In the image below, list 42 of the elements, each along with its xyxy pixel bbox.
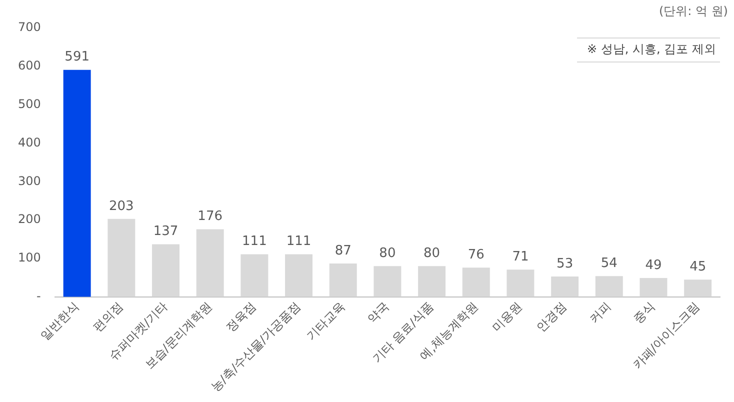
- data-label: 80: [424, 246, 440, 262]
- y-tick-label: 600: [18, 58, 41, 73]
- bar: [684, 280, 712, 297]
- y-tick-label: 100: [18, 250, 41, 265]
- bar: [329, 263, 357, 297]
- bar: [462, 268, 490, 297]
- data-label: 53: [556, 256, 574, 272]
- data-label: 71: [512, 249, 529, 264]
- data-label: 203: [109, 198, 134, 214]
- data-label: 111: [242, 234, 267, 250]
- bar: [418, 266, 446, 297]
- data-label: 80: [379, 246, 396, 262]
- data-label: 87: [334, 243, 352, 258]
- bar: [374, 266, 402, 297]
- y-tick-label: 700: [18, 20, 41, 34]
- y-tick-label: 400: [18, 135, 41, 150]
- data-label: 176: [198, 209, 223, 224]
- data-label: 54: [600, 256, 618, 272]
- annotation: ※ 성남, 시흥, 김포 제외: [587, 42, 716, 56]
- bar: [506, 270, 534, 297]
- bar: [108, 218, 136, 297]
- data-label: 137: [153, 224, 178, 240]
- y-tick-label: 300: [18, 174, 41, 188]
- data-label: 45: [690, 259, 706, 274]
- data-label: 49: [645, 258, 662, 273]
- bar: [152, 244, 180, 297]
- y-tick-label: 200: [18, 212, 41, 226]
- data-label: 591: [64, 50, 90, 65]
- text: (단위: 억 원): [658, 4, 728, 18]
- bar: [595, 276, 623, 297]
- x-tick-label: 약국: [364, 299, 392, 326]
- data-label: 76: [468, 248, 484, 263]
- bar: [551, 276, 579, 297]
- bar: [285, 254, 313, 297]
- bar: [196, 229, 224, 297]
- data-label: 111: [286, 234, 312, 250]
- bar: [640, 278, 668, 297]
- x-tick-label: 커피: [586, 299, 614, 326]
- bar: [240, 254, 268, 297]
- y-tick-label: -: [36, 289, 41, 303]
- bar: [63, 70, 91, 297]
- y-tick-label: 500: [18, 96, 41, 111]
